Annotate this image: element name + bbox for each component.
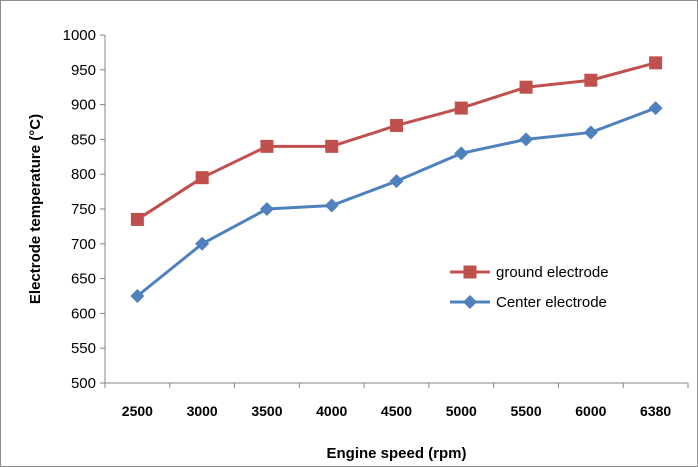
data-point [259,202,274,216]
data-point [195,236,210,251]
data-point [454,146,469,161]
series-line [136,61,657,221]
x-tick-label: 6000 [575,403,606,419]
data-point [390,118,403,132]
y-tick-label: 650 [71,271,96,288]
data-point [324,198,339,213]
data-point [325,139,339,153]
y-tick-label: 950 [71,62,96,79]
x-tick-label: 5500 [510,403,541,419]
y-tick-label: 800 [71,166,96,183]
x-tick-label: 5000 [446,403,477,419]
legend-item: ground electrode [450,264,609,281]
legend-label: ground electrode [496,264,609,281]
y-axis-title: Electrode temperature (°C) [27,114,44,304]
data-point [649,56,663,70]
x-tick-label: 4000 [316,403,347,419]
legend-label: Center electrode [496,294,607,311]
data-point [519,80,533,94]
x-tick-label: 2500 [122,403,153,419]
data-point [130,289,145,303]
data-point [260,139,274,153]
data-point [195,171,209,185]
x-tick-label: 3000 [187,403,218,419]
y-tick-label: 750 [71,201,96,218]
legend-item: Center electrode [450,294,607,311]
x-tick-label: 6380 [640,403,671,419]
y-tick-label: 600 [71,305,96,322]
legend-marker [463,295,477,309]
data-point [130,212,144,226]
y-tick-label: 900 [71,97,96,114]
data-point [519,132,534,147]
x-tick-label: 4500 [381,403,412,419]
y-tick-label: 1000 [63,27,96,44]
y-tick-label: 700 [71,236,96,253]
data-point [454,101,468,115]
data-point [583,125,598,140]
x-axis-title: Engine speed (rpm) [326,445,466,462]
series-2 [130,101,663,303]
legend-marker [463,265,477,279]
series-1 [130,56,663,226]
data-point [389,174,404,189]
x-tick-label: 3500 [251,403,282,419]
y-tick-label: 850 [71,131,96,148]
y-tick-label: 500 [71,375,96,392]
y-tick-label: 550 [71,340,96,357]
data-point [584,73,598,87]
data-point [648,101,663,116]
